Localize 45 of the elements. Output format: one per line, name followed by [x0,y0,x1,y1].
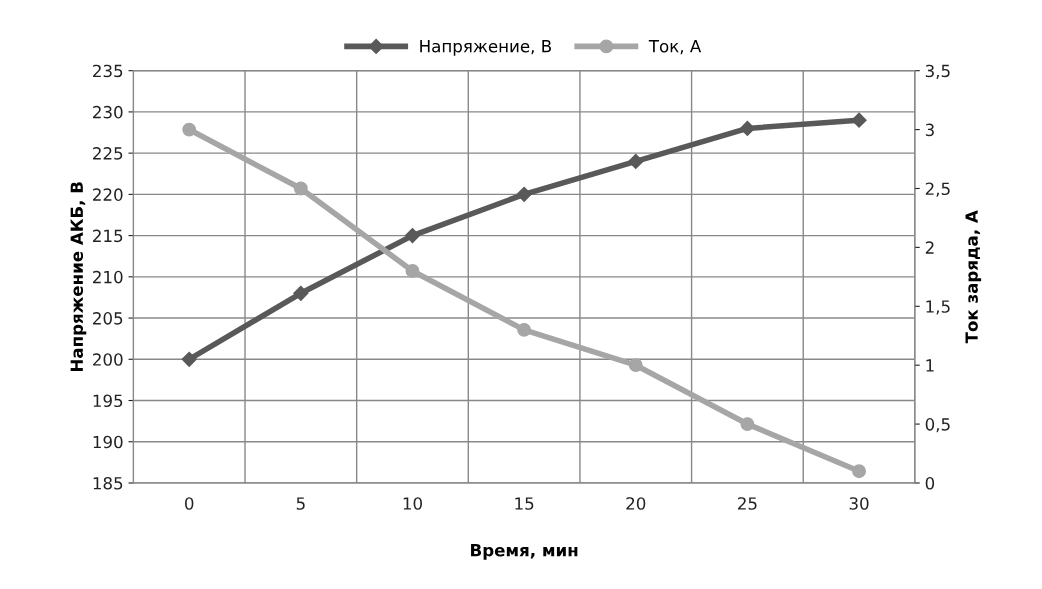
y2-tick-label: 3,5 [925,64,950,79]
y-axis-title: Напряжение АКБ, В [70,182,87,372]
y2-axis-title: Ток заряда, А [965,210,982,344]
point [516,186,532,202]
point [181,351,197,367]
point [628,153,644,169]
point [740,417,755,432]
y-tick-label: 195 [93,394,123,408]
legend-label: Напряжение, В [420,40,551,56]
y-tick-label: 220 [93,188,123,201]
x-tick-label: 0 [184,497,194,510]
point [739,120,755,136]
point [405,263,420,278]
y-tick-label: 210 [93,270,123,284]
x-tick-label: 25 [738,497,757,510]
y-tick-label: 235 [93,64,123,78]
y2-tick-label: 2,5 [925,182,950,197]
y2-tick-label: 2 [925,241,934,254]
y-tick-label: 190 [93,435,123,449]
y-tick-label: 225 [93,147,123,160]
x-tick-label: 20 [626,497,646,510]
point [293,181,308,196]
y2-tick-label: 1 [926,359,934,372]
y-tick-label: 215 [93,229,123,243]
x-tick-label: 15 [515,497,534,510]
y2-tick-label: 0 [925,476,935,490]
point [404,228,421,244]
y-tick-label: 200 [93,353,123,366]
x-tick-label: 30 [849,497,869,510]
point [852,464,866,479]
y2-tick-label: 1,5 [926,300,950,315]
y-tick-label: 205 [93,312,123,325]
x-tick-label: 10 [403,497,422,510]
point [517,322,532,337]
point [628,358,643,373]
y-tick-label: 230 [93,105,123,119]
y-tick-label: 185 [93,476,123,490]
y2-tick-label: 3 [925,123,934,137]
y2-tick-label: 0,5 [925,418,950,433]
point [293,285,309,301]
point [851,112,867,128]
x-axis-title: Время, мин [471,544,578,560]
point [182,122,197,137]
x-tick-label: 5 [296,497,305,510]
legend-label: Ток, А [648,40,702,55]
